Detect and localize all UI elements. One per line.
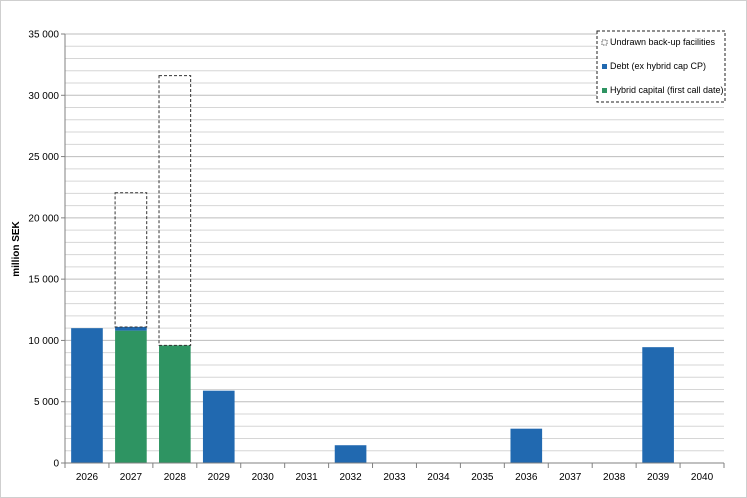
x-tick-label: 2029 (208, 472, 231, 483)
legend-label: Debt (ex hybrid cap CP) (610, 61, 706, 71)
x-tick-labels: 2026 2027 2028 2029 2030 2031 2032 2033 2034 2035… (76, 472, 714, 483)
y-tick-label: 30 000 (28, 91, 59, 102)
x-tick-label: 2026 (76, 472, 99, 483)
legend: Undrawn back-up facilities Debt (ex hybri… (596, 30, 726, 103)
x-tick-label: 2038 (603, 472, 626, 483)
x-tick-label: 2033 (383, 472, 406, 483)
y-tick-label: 35 000 (28, 30, 59, 41)
x-tick-label: 2030 (252, 472, 275, 483)
y-tick-label: 15 000 (28, 275, 59, 286)
bar-debt-ex-hybrid-cap-cp (334, 445, 367, 463)
bar-debt-ex-hybrid-cap-cp (642, 347, 674, 463)
y-tick-label: 20 000 (28, 213, 59, 224)
y-tick-label: 10 000 (28, 336, 59, 347)
x-tick-label: 2037 (559, 472, 582, 483)
legend-swatch (602, 88, 607, 93)
bar-debt-ex-hybrid-cap-cp (115, 326, 147, 331)
bar-hybrid-capital-first-call-date (115, 330, 147, 463)
legend-swatch (602, 64, 607, 69)
bar-debt-ex-hybrid-cap-cp (202, 390, 235, 463)
legend-label: Hybrid capital (first call date) (610, 85, 724, 95)
y-axis-label: million SEK (11, 220, 22, 276)
legend-label: Undrawn back-up facilities (610, 37, 716, 47)
x-tick-label: 2034 (427, 472, 450, 483)
y-tick-label: 0 (53, 459, 59, 470)
x-tick-label: 2028 (164, 472, 187, 483)
bar-debt-ex-hybrid-cap-cp (71, 328, 103, 463)
bars (71, 75, 674, 463)
bar-undrawn-back-up-facilities (158, 75, 192, 346)
x-tick-label: 2039 (647, 472, 670, 483)
y-tick-label: 25 000 (28, 152, 59, 163)
x-tick-label: 2031 (296, 472, 319, 483)
legend-swatch (601, 39, 608, 46)
x-tick-label: 2035 (471, 472, 494, 483)
x-tick-label: 2027 (120, 472, 143, 483)
axes (61, 33, 725, 468)
y-tick-labels: 0 5 000 10 000 15 000 20 000 25 000 30 000 35 0… (28, 30, 59, 470)
y-tick-label: 5 000 (34, 397, 59, 408)
bar-undrawn-back-up-facilities (114, 192, 148, 328)
bar-debt-ex-hybrid-cap-cp (510, 428, 543, 463)
bar-hybrid-capital-first-call-date (159, 345, 191, 463)
x-tick-label: 2032 (339, 472, 362, 483)
legend-box (596, 30, 726, 103)
x-tick-label: 2036 (515, 472, 538, 483)
x-tick-label: 2040 (691, 472, 714, 483)
